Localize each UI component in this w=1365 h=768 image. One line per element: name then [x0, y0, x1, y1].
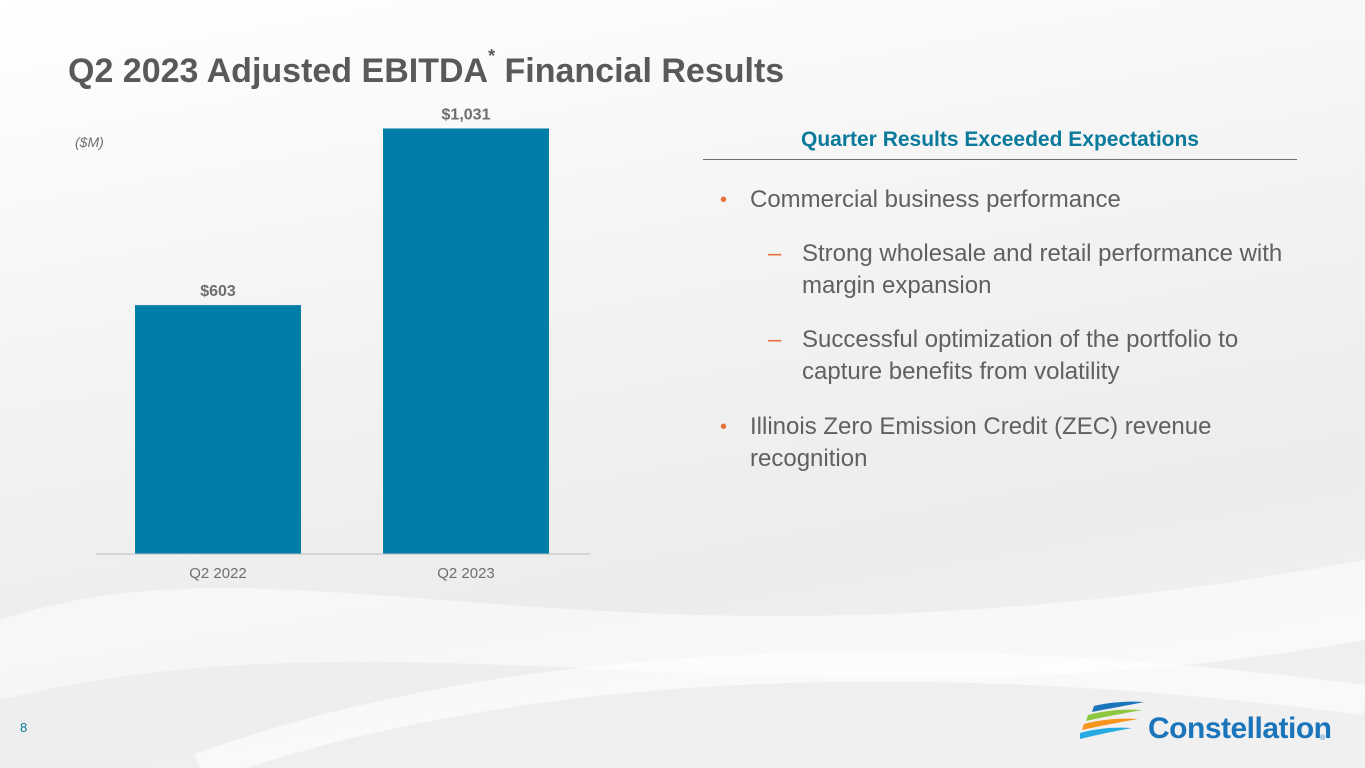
slide-title: Q2 2023 Adjusted EBITDA* Financial Resul… — [68, 46, 785, 91]
slide-title-main: Q2 2023 Adjusted EBITDA — [68, 52, 489, 90]
list-item: – Strong wholesale and retail performanc… — [720, 238, 1300, 302]
list-item: • Illinois Zero Emission Credit (ZEC) re… — [720, 411, 1300, 475]
data-label: $1,031 — [442, 106, 491, 123]
dash-marker: – — [768, 326, 782, 353]
chart-unit-label: ($M) — [75, 134, 104, 150]
sub-bullet-text: Strong wholesale and retail performance … — [802, 240, 1283, 299]
title-footnote-marker: * — [488, 46, 496, 66]
bullet-text: Commercial business performance — [750, 186, 1121, 213]
data-label: $603 — [200, 283, 236, 300]
slide-title-rest: Financial Results — [495, 52, 785, 90]
x-tick-label: Q2 2023 — [437, 565, 495, 582]
results-bullet-list: • Commercial business performance – Stro… — [720, 184, 1300, 475]
x-tick-label: Q2 2022 — [189, 565, 247, 582]
bullet-marker: • — [720, 416, 728, 438]
bullet-marker: • — [720, 189, 728, 211]
company-logo: Constellation ® — [1080, 700, 1340, 746]
ebitda-bar-chart: $603 Q2 2022 $1,031 Q2 2023 — [96, 106, 590, 582]
page-number: 8 — [20, 720, 28, 735]
panel-divider — [703, 159, 1297, 160]
dash-marker: – — [768, 240, 782, 267]
sub-bullet-text: Successful optimization of the portfolio… — [802, 326, 1239, 385]
bullet-text: Illinois Zero Emission Credit (ZEC) reve… — [750, 413, 1212, 472]
constellation-swoosh-icon — [1080, 701, 1144, 739]
panel-heading: Quarter Results Exceeded Expectations — [801, 128, 1199, 151]
list-item: – Successful optimization of the portfol… — [720, 324, 1300, 388]
logo-wordmark: Constellation — [1148, 712, 1332, 745]
bar-q2-2022 — [135, 305, 301, 554]
bar-q2-2023 — [383, 128, 549, 554]
list-item: • Commercial business performance — [720, 184, 1300, 216]
registered-mark: ® — [1320, 735, 1326, 742]
